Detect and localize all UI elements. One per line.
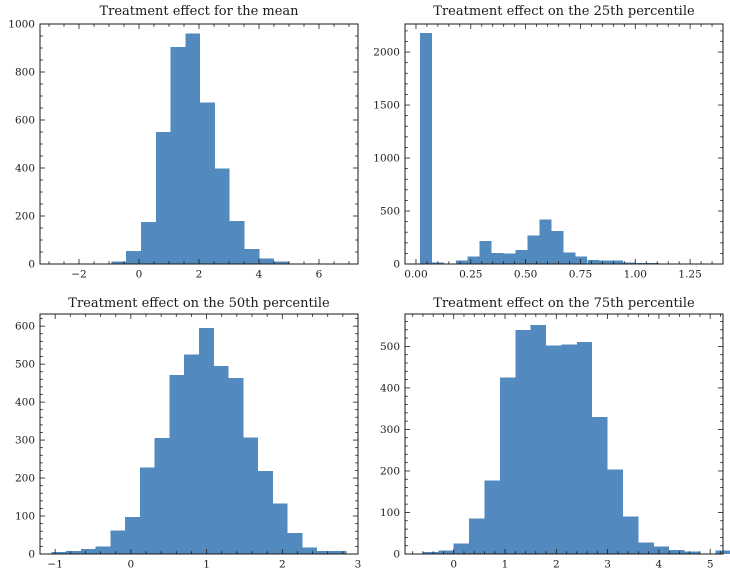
y-tick-label: 300 [15, 434, 35, 446]
y-tick-label: 0 [28, 259, 35, 271]
histogram-50th-percentile: Treatment effect on the 50th percentile … [15, 296, 362, 571]
histogram-75th-percentile: Treatment effect on the 75th percentile … [380, 296, 730, 570]
x-tick-label: 2 [279, 558, 286, 570]
chart-title-75th-percentile: Treatment effect on the 75th percentile [433, 296, 695, 311]
x-tick-label: 0.00 [404, 269, 427, 281]
x-tick-label: 0 [450, 558, 457, 570]
plot-area-50th-percentile: −1 0 1 2 3 0 100 200 300 400 500 600 [15, 313, 362, 570]
x-tick-label: 0.25 [459, 269, 482, 281]
histogram-mean: Treatment effect for the mean −2 0 2 4 6 0 200… [8, 4, 359, 281]
plot-area-mean: −2 0 2 4 6 0 200 400 600 800 1000 [8, 19, 359, 281]
plot-area-25th-percentile: 0.00 0.25 0.50 0.75 1.00 1.25 0 500 1000 1500 2000 [373, 23, 724, 281]
x-tick-label: 3 [355, 558, 362, 570]
y-tick-label: 800 [15, 67, 35, 79]
y-tick-label: 500 [380, 206, 400, 218]
x-tick-label: 3 [604, 558, 611, 570]
x-tick-label: 1 [502, 558, 509, 570]
y-tick-label: 500 [380, 340, 400, 352]
x-tick-label: −2 [71, 269, 86, 281]
x-tick-label: 2 [196, 269, 203, 281]
y-tick-label: 400 [380, 382, 400, 394]
x-tick-label: −1 [47, 558, 62, 570]
y-tick-label: 600 [15, 115, 35, 127]
y-tick-label: 200 [15, 211, 35, 223]
y-tick-label: 100 [380, 506, 400, 518]
y-tick-label: 100 [15, 510, 35, 522]
subplot-75th-percentile: Treatment effect on the 75th percentile … [365, 290, 730, 579]
x-tick-label: 2 [553, 558, 560, 570]
subplot-50th-percentile: Treatment effect on the 50th percentile … [0, 290, 365, 579]
y-tick-label: 1500 [373, 100, 400, 112]
x-tick-label: 6 [316, 269, 323, 281]
chart-title-25th-percentile: Treatment effect on the 25th percentile [433, 4, 695, 19]
x-tick-label: 0 [136, 269, 143, 281]
y-tick-label: 1000 [8, 19, 35, 31]
y-tick-label: 0 [393, 259, 400, 271]
y-tick-label: 600 [15, 320, 35, 332]
x-tick-label: 0.50 [514, 269, 537, 281]
subplot-mean: Treatment effect for the mean −2 0 2 4 6 0 200… [0, 0, 365, 290]
y-tick-label: 400 [15, 163, 35, 175]
x-tick-label: 1.25 [678, 269, 701, 281]
y-tick-label: 500 [15, 358, 35, 370]
y-tick-label: 200 [15, 472, 35, 484]
histogram-25th-percentile: Treatment effect on the 25th percentile … [373, 4, 724, 281]
y-tick-label: 300 [380, 423, 400, 435]
x-tick-label: 5 [707, 558, 714, 570]
y-tick-label: 0 [393, 548, 400, 560]
x-tick-label: 0.75 [569, 269, 592, 281]
y-tick-label: 400 [15, 396, 35, 408]
chart-title-50th-percentile: Treatment effect on the 50th percentile [68, 296, 330, 311]
chart-title-mean: Treatment effect for the mean [99, 4, 299, 19]
y-tick-label: 2000 [373, 47, 400, 59]
y-tick-label: 0 [28, 548, 35, 560]
plot-area-75th-percentile: 0 1 2 3 4 5 0 100 200 300 400 500 [380, 313, 730, 570]
x-tick-label: 4 [256, 269, 263, 281]
x-tick-label: 1.00 [624, 269, 647, 281]
x-tick-label: 4 [656, 558, 663, 570]
x-tick-label: 1 [203, 558, 210, 570]
subplot-25th-percentile: Treatment effect on the 25th percentile … [365, 0, 730, 290]
y-tick-label: 1000 [373, 153, 400, 165]
x-tick-label: 0 [128, 558, 135, 570]
y-tick-label: 200 [380, 465, 400, 477]
